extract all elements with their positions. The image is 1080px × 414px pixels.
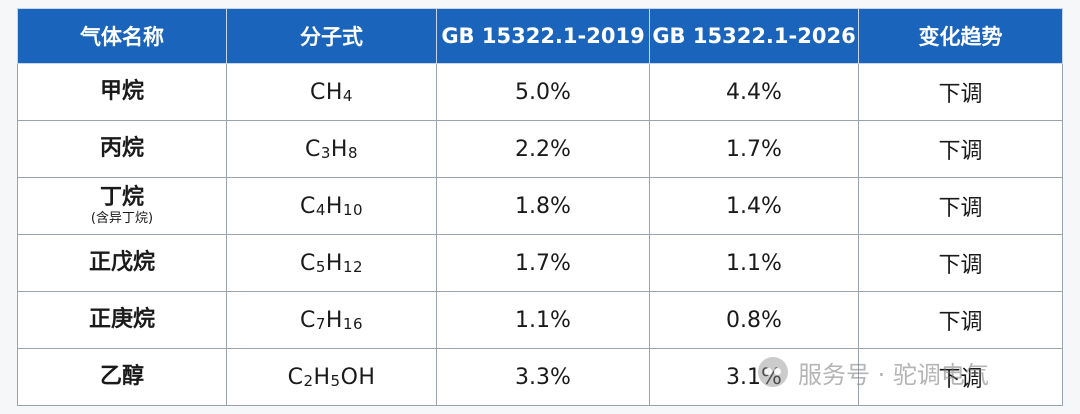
header-gas-name: 气体名称 bbox=[17, 8, 227, 64]
formula-subscript: 3 bbox=[320, 143, 331, 162]
formula-element: C bbox=[299, 250, 316, 276]
cell-gb-2026-value: 3.1% bbox=[649, 348, 859, 406]
cell-gb-2026-value: 1.7% bbox=[649, 120, 859, 178]
gas-name: 丁烷 bbox=[99, 185, 144, 210]
formula-subscript: 10 bbox=[342, 200, 364, 219]
table-row: 正庚烷 C7H16 1.1% 0.8% 下调 bbox=[17, 291, 1063, 349]
cell-gb-2026-value: 1.4% bbox=[649, 177, 859, 235]
formula-subscript: 12 bbox=[342, 257, 364, 276]
formula-element: C bbox=[299, 193, 316, 219]
formula-subscript: 7 bbox=[315, 314, 326, 333]
table-row: 丙烷 C3H8 2.2% 1.7% 下调 bbox=[17, 120, 1063, 178]
cell-gb-2019-value: 2.2% bbox=[436, 120, 650, 178]
table-row: 乙醇 C2H5OH 3.3% 3.1% 下调 bbox=[17, 348, 1063, 406]
cell-formula: C3H8 bbox=[226, 120, 437, 178]
cell-trend: 下调 bbox=[858, 177, 1063, 235]
cell-gb-2026-value: 4.4% bbox=[649, 63, 859, 121]
cell-trend: 下调 bbox=[858, 291, 1063, 349]
cell-formula: CH4 bbox=[226, 63, 437, 121]
cell-gb-2026-value: 0.8% bbox=[649, 291, 859, 349]
gas-name: 甲烷 bbox=[99, 79, 144, 104]
formula-subscript: 4 bbox=[315, 200, 326, 219]
cell-gb-2019-value: 1.1% bbox=[436, 291, 650, 349]
gas-name-note: (含异丁烷) bbox=[90, 211, 154, 226]
formula-element: H bbox=[313, 364, 331, 390]
cell-gas-name: 乙醇 bbox=[17, 348, 227, 406]
cell-formula: C4H10 bbox=[226, 177, 437, 235]
cell-gas-name: 丙烷 bbox=[17, 120, 227, 178]
gas-name: 乙醇 bbox=[99, 364, 144, 389]
table-header-row: 气体名称 分子式 GB 15322.1-2019 GB 15322.1-2026… bbox=[17, 8, 1063, 64]
formula-element: CH bbox=[310, 79, 343, 105]
header-gb-2019: GB 15322.1-2019 bbox=[436, 8, 650, 64]
cell-gb-2019-value: 1.8% bbox=[436, 177, 650, 235]
formula-element: H bbox=[325, 250, 343, 276]
header-gb-2026: GB 15322.1-2026 bbox=[649, 8, 859, 64]
cell-trend: 下调 bbox=[858, 234, 1063, 292]
cell-gb-2019-value: 3.3% bbox=[436, 348, 650, 406]
header-formula: 分子式 bbox=[226, 8, 437, 64]
gas-limit-table: 气体名称 分子式 GB 15322.1-2019 GB 15322.1-2026… bbox=[17, 8, 1063, 406]
formula-subscript: 8 bbox=[347, 143, 358, 162]
cell-gas-name: 甲烷 bbox=[17, 63, 227, 121]
gas-name: 正庚烷 bbox=[88, 307, 155, 332]
formula-subscript: 4 bbox=[342, 86, 353, 105]
cell-trend: 下调 bbox=[858, 120, 1063, 178]
cell-trend: 下调 bbox=[858, 63, 1063, 121]
cell-gas-name: 正庚烷 bbox=[17, 291, 227, 349]
formula-element: H bbox=[325, 193, 343, 219]
table-row: 甲烷 CH4 5.0% 4.4% 下调 bbox=[17, 63, 1063, 121]
formula-element: OH bbox=[340, 364, 376, 390]
formula-element: C bbox=[299, 307, 316, 333]
gas-name: 丙烷 bbox=[99, 136, 144, 161]
gas-name: 正戊烷 bbox=[88, 250, 155, 275]
formula-element: C bbox=[287, 364, 304, 390]
cell-gb-2026-value: 1.1% bbox=[649, 234, 859, 292]
cell-gb-2019-value: 5.0% bbox=[436, 63, 650, 121]
formula-element: C bbox=[304, 136, 321, 162]
cell-gb-2019-value: 1.7% bbox=[436, 234, 650, 292]
cell-trend: 下调 bbox=[858, 348, 1063, 406]
table-row: 正戊烷 C5H12 1.7% 1.1% 下调 bbox=[17, 234, 1063, 292]
table-body: 甲烷 CH4 5.0% 4.4% 下调 丙烷 C3H8 2.2% 1.7% 下调 丁烷 (含异丁烷) C… bbox=[17, 63, 1063, 406]
cell-formula: C7H16 bbox=[226, 291, 437, 349]
cell-gas-name: 丁烷 (含异丁烷) bbox=[17, 177, 227, 235]
formula-element: H bbox=[325, 307, 343, 333]
header-trend: 变化趋势 bbox=[858, 8, 1063, 64]
formula-subscript: 5 bbox=[315, 257, 326, 276]
formula-subscript: 5 bbox=[330, 371, 341, 390]
gas-limit-table-container: 气体名称 分子式 GB 15322.1-2019 GB 15322.1-2026… bbox=[17, 8, 1063, 406]
cell-formula: C5H12 bbox=[226, 234, 437, 292]
formula-subscript: 16 bbox=[342, 314, 364, 333]
table-row: 丁烷 (含异丁烷) C4H10 1.8% 1.4% 下调 bbox=[17, 177, 1063, 235]
cell-gas-name: 正戊烷 bbox=[17, 234, 227, 292]
cell-formula: C2H5OH bbox=[226, 348, 437, 406]
formula-subscript: 2 bbox=[303, 371, 314, 390]
formula-element: H bbox=[330, 136, 348, 162]
